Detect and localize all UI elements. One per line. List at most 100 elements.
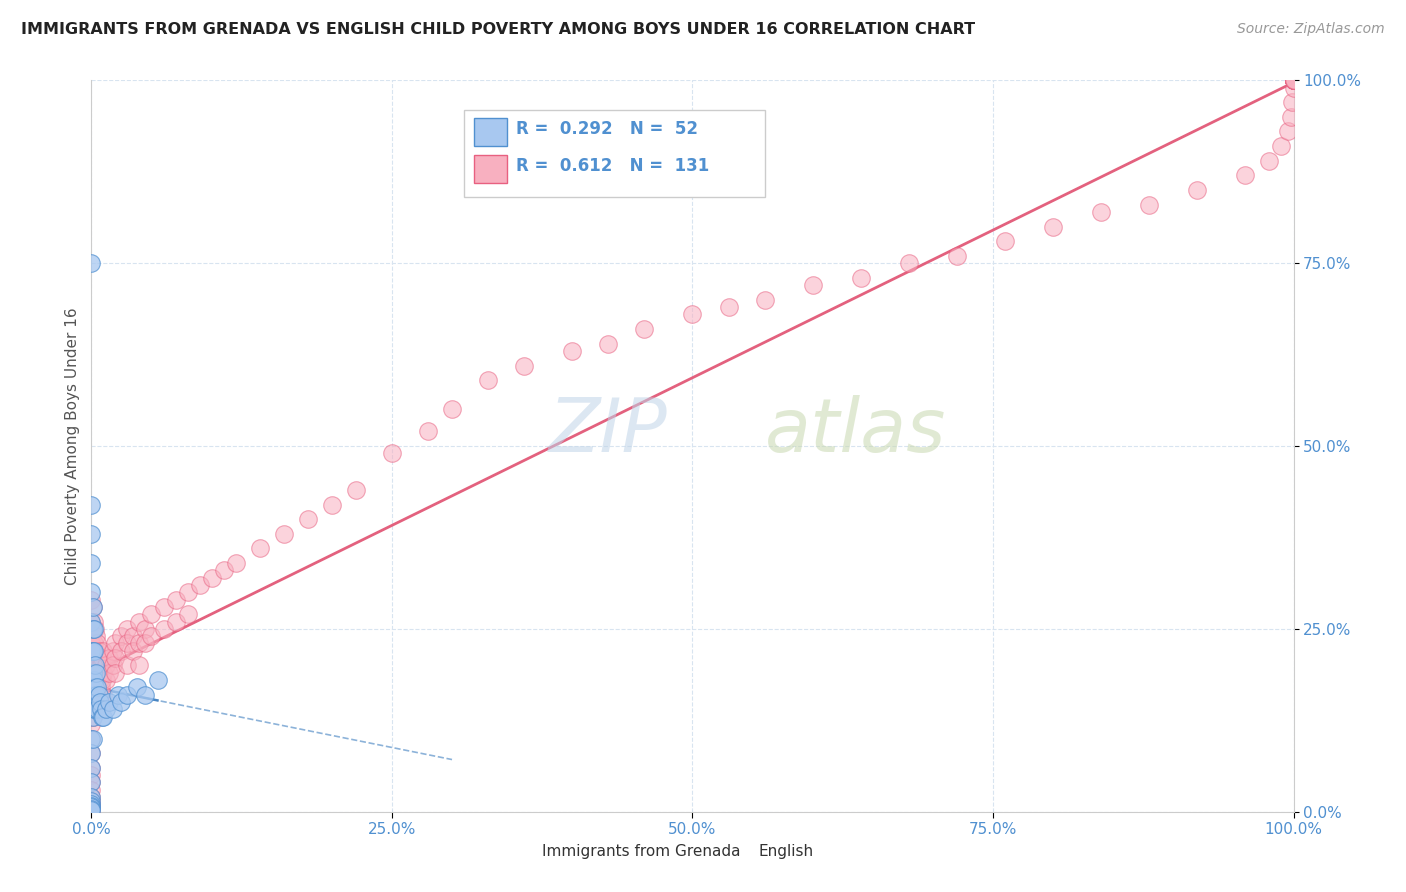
- Point: [84, 651, 107, 665]
- FancyBboxPatch shape: [717, 839, 751, 863]
- Point: [86, 681, 108, 695]
- Point: [1282, 73, 1305, 87]
- Point: [1090, 205, 1112, 219]
- Point: [104, 636, 127, 650]
- Point: [82, 599, 104, 614]
- Point: [1282, 73, 1305, 87]
- Point: [83, 673, 105, 687]
- Point: [321, 498, 343, 512]
- Point: [80, 801, 103, 815]
- Point: [598, 336, 620, 351]
- Point: [84, 665, 107, 680]
- Point: [83, 615, 105, 629]
- Point: [1277, 124, 1299, 138]
- Point: [90, 658, 112, 673]
- Point: [1137, 197, 1160, 211]
- Point: [80, 746, 103, 760]
- Point: [513, 359, 536, 373]
- Point: [83, 622, 105, 636]
- Point: [128, 658, 150, 673]
- Point: [84, 622, 107, 636]
- Point: [80, 526, 103, 541]
- Point: [86, 702, 108, 716]
- Point: [1282, 73, 1305, 87]
- Point: [141, 629, 163, 643]
- Point: [1279, 110, 1302, 124]
- Point: [165, 592, 187, 607]
- FancyBboxPatch shape: [501, 839, 534, 863]
- Point: [1282, 73, 1305, 87]
- Point: [82, 665, 104, 680]
- Text: R =  0.612   N =  131: R = 0.612 N = 131: [516, 157, 709, 175]
- Point: [1282, 73, 1305, 87]
- Point: [89, 673, 111, 687]
- Point: [80, 800, 103, 814]
- Point: [152, 599, 174, 614]
- Point: [440, 402, 463, 417]
- Point: [1258, 153, 1281, 168]
- Point: [93, 688, 115, 702]
- Point: [1282, 73, 1305, 87]
- Point: [87, 665, 110, 680]
- Point: [80, 688, 103, 702]
- Point: [273, 526, 295, 541]
- Point: [1282, 73, 1305, 87]
- Point: [80, 746, 103, 760]
- Point: [344, 483, 367, 497]
- Point: [80, 673, 103, 687]
- Point: [80, 615, 103, 629]
- Point: [90, 681, 112, 695]
- Point: [122, 644, 145, 658]
- Point: [80, 658, 103, 673]
- Point: [83, 644, 105, 658]
- Point: [82, 731, 104, 746]
- Point: [80, 592, 103, 607]
- Point: [754, 293, 776, 307]
- Point: [101, 644, 124, 658]
- Point: [1282, 80, 1305, 95]
- Point: [681, 307, 703, 321]
- Point: [83, 702, 105, 716]
- Point: [1282, 73, 1305, 87]
- Point: [80, 585, 103, 599]
- Point: [87, 688, 110, 702]
- FancyBboxPatch shape: [474, 119, 508, 146]
- Point: [80, 797, 103, 812]
- Point: [152, 622, 174, 636]
- Point: [104, 665, 127, 680]
- Point: [80, 731, 103, 746]
- Point: [80, 498, 103, 512]
- Point: [80, 673, 103, 687]
- Point: [80, 556, 103, 570]
- Point: [80, 798, 103, 813]
- Point: [134, 622, 156, 636]
- Point: [104, 651, 127, 665]
- Point: [80, 702, 103, 716]
- Point: [82, 644, 104, 658]
- Point: [84, 629, 107, 643]
- Point: [80, 790, 103, 805]
- Point: [82, 709, 104, 723]
- Point: [80, 731, 103, 746]
- Point: [98, 651, 121, 665]
- Point: [176, 607, 198, 622]
- Point: [87, 644, 110, 658]
- Point: [84, 673, 107, 687]
- Text: R =  0.292   N =  52: R = 0.292 N = 52: [516, 120, 697, 138]
- Point: [849, 270, 872, 285]
- Point: [86, 636, 108, 650]
- Text: IMMIGRANTS FROM GRENADA VS ENGLISH CHILD POVERTY AMONG BOYS UNDER 16 CORRELATION: IMMIGRANTS FROM GRENADA VS ENGLISH CHILD…: [21, 22, 976, 37]
- Point: [128, 615, 150, 629]
- Point: [1282, 73, 1305, 87]
- Point: [1282, 73, 1305, 87]
- Point: [84, 644, 107, 658]
- Point: [1270, 139, 1292, 153]
- Point: [561, 343, 583, 358]
- Point: [83, 658, 105, 673]
- Point: [89, 651, 111, 665]
- Point: [134, 688, 156, 702]
- Point: [1281, 95, 1303, 110]
- Point: [101, 658, 124, 673]
- Point: [80, 717, 103, 731]
- Point: [80, 775, 103, 789]
